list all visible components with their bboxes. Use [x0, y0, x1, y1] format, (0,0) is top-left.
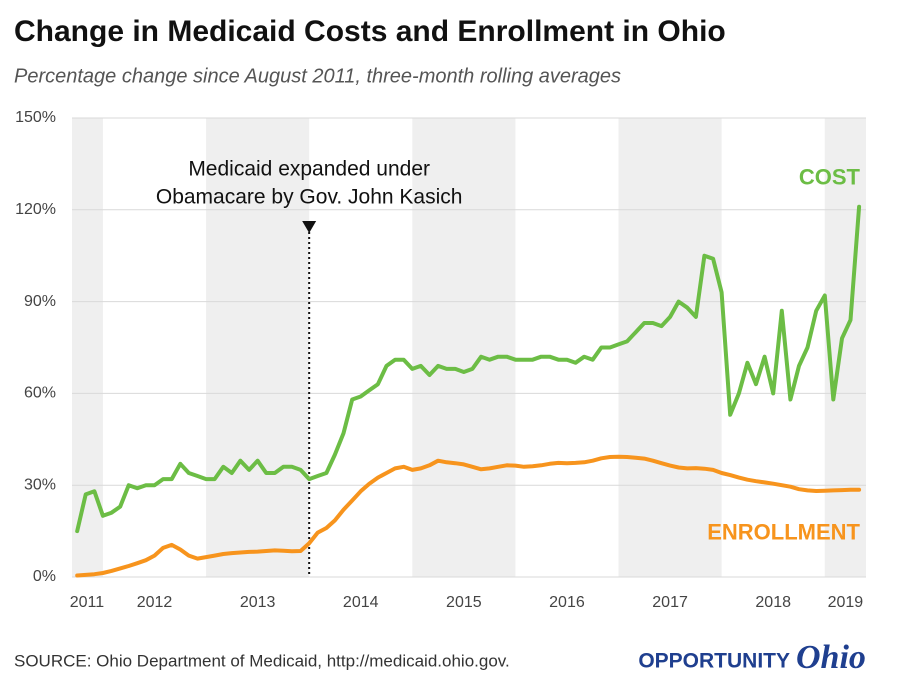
annotation-text: Obamacare by Gov. John Kasich: [156, 186, 463, 209]
x-tick-label: 2011: [70, 594, 105, 611]
x-tick-label: 2016: [549, 594, 585, 611]
y-tick-label: 150%: [15, 109, 56, 126]
x-tick-label: 2014: [343, 594, 379, 611]
plot-area: [72, 117, 866, 578]
x-tick-label: 2015: [446, 594, 482, 611]
annotation-arrow: [302, 221, 317, 233]
y-tick-label: 60%: [24, 385, 56, 402]
chart-subtitle: Percentage change since August 2011, thr…: [14, 65, 621, 87]
x-tick-label: 2019: [828, 594, 864, 611]
x-tick-label: 2018: [755, 594, 791, 611]
year-band: [206, 118, 310, 577]
x-tick-label: 2013: [240, 594, 276, 611]
year-band: [412, 118, 516, 577]
x-tick-label: 2017: [652, 594, 688, 611]
series-label: ENROLLMENT: [707, 520, 860, 545]
source: SOURCE: Ohio Department of Medicaid, htt…: [14, 651, 510, 670]
annotation-text: Medicaid expanded under: [188, 158, 430, 181]
series-line: [75, 454, 862, 578]
logo-script: Ohio: [796, 639, 866, 676]
y-tick-label: 120%: [15, 201, 56, 218]
y-tick-label: 30%: [24, 476, 56, 493]
series-label: COST: [799, 165, 861, 190]
year-band: [618, 118, 722, 577]
chart-title: Change in Medicaid Costs and Enrollment …: [14, 15, 726, 48]
x-tick-label: 2012: [137, 594, 173, 611]
y-tick-label: 90%: [24, 293, 56, 310]
year-band: [824, 118, 866, 577]
y-tick-label: 0%: [33, 568, 56, 585]
series-line: [75, 204, 862, 534]
logo-word: OPPORTUNITY: [638, 650, 790, 673]
